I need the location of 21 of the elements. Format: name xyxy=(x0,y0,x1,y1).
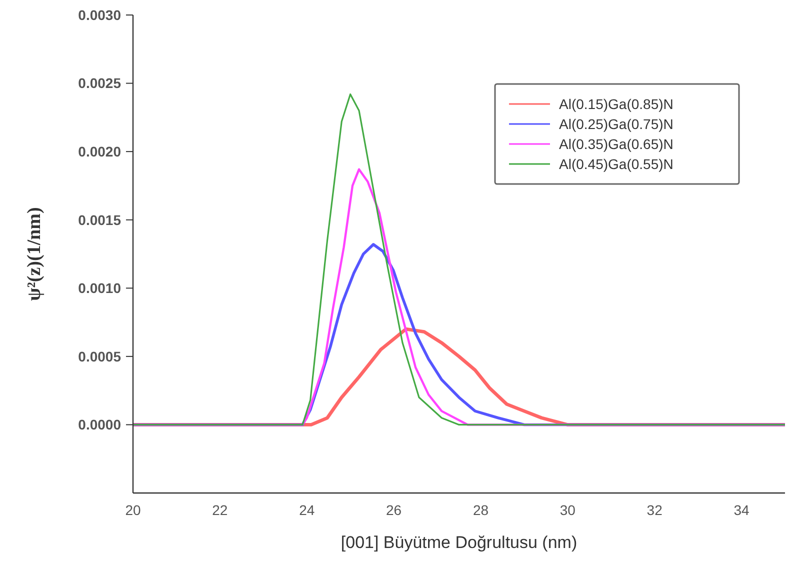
x-tick-label: 20 xyxy=(125,502,141,518)
legend-label: Al(0.35)Ga(0.65)N xyxy=(559,136,674,152)
y-axis-title: ψ²(z)(1/nm) xyxy=(24,207,45,301)
legend-label: Al(0.45)Ga(0.55)N xyxy=(559,156,674,172)
x-tick-label: 26 xyxy=(386,502,402,518)
x-tick-label: 30 xyxy=(560,502,576,518)
y-tick-label: 0.0020 xyxy=(78,143,122,160)
x-tick-label: 32 xyxy=(646,502,663,518)
legend-label: Al(0.25)Ga(0.75)N xyxy=(559,116,674,132)
x-tick-label: 34 xyxy=(734,502,750,518)
x-tick-label: 24 xyxy=(299,502,315,518)
y-tick-label: 0.0015 xyxy=(78,212,122,228)
x-axis-title: [001] Büyütme Doğrultusu (nm) xyxy=(340,533,578,552)
x-tick-label: 22 xyxy=(212,502,228,518)
y-tick-label: 0.0000 xyxy=(78,416,122,433)
y-tick-label: 0.0005 xyxy=(78,348,122,364)
y-tick-label: 0.0025 xyxy=(78,75,122,92)
y-tick-label: 0.0030 xyxy=(78,6,122,23)
legend-label: Al(0.15)Ga(0.85)N xyxy=(559,96,674,112)
x-tick-label: 28 xyxy=(472,502,489,518)
y-tick-label: 0.0010 xyxy=(78,280,122,296)
